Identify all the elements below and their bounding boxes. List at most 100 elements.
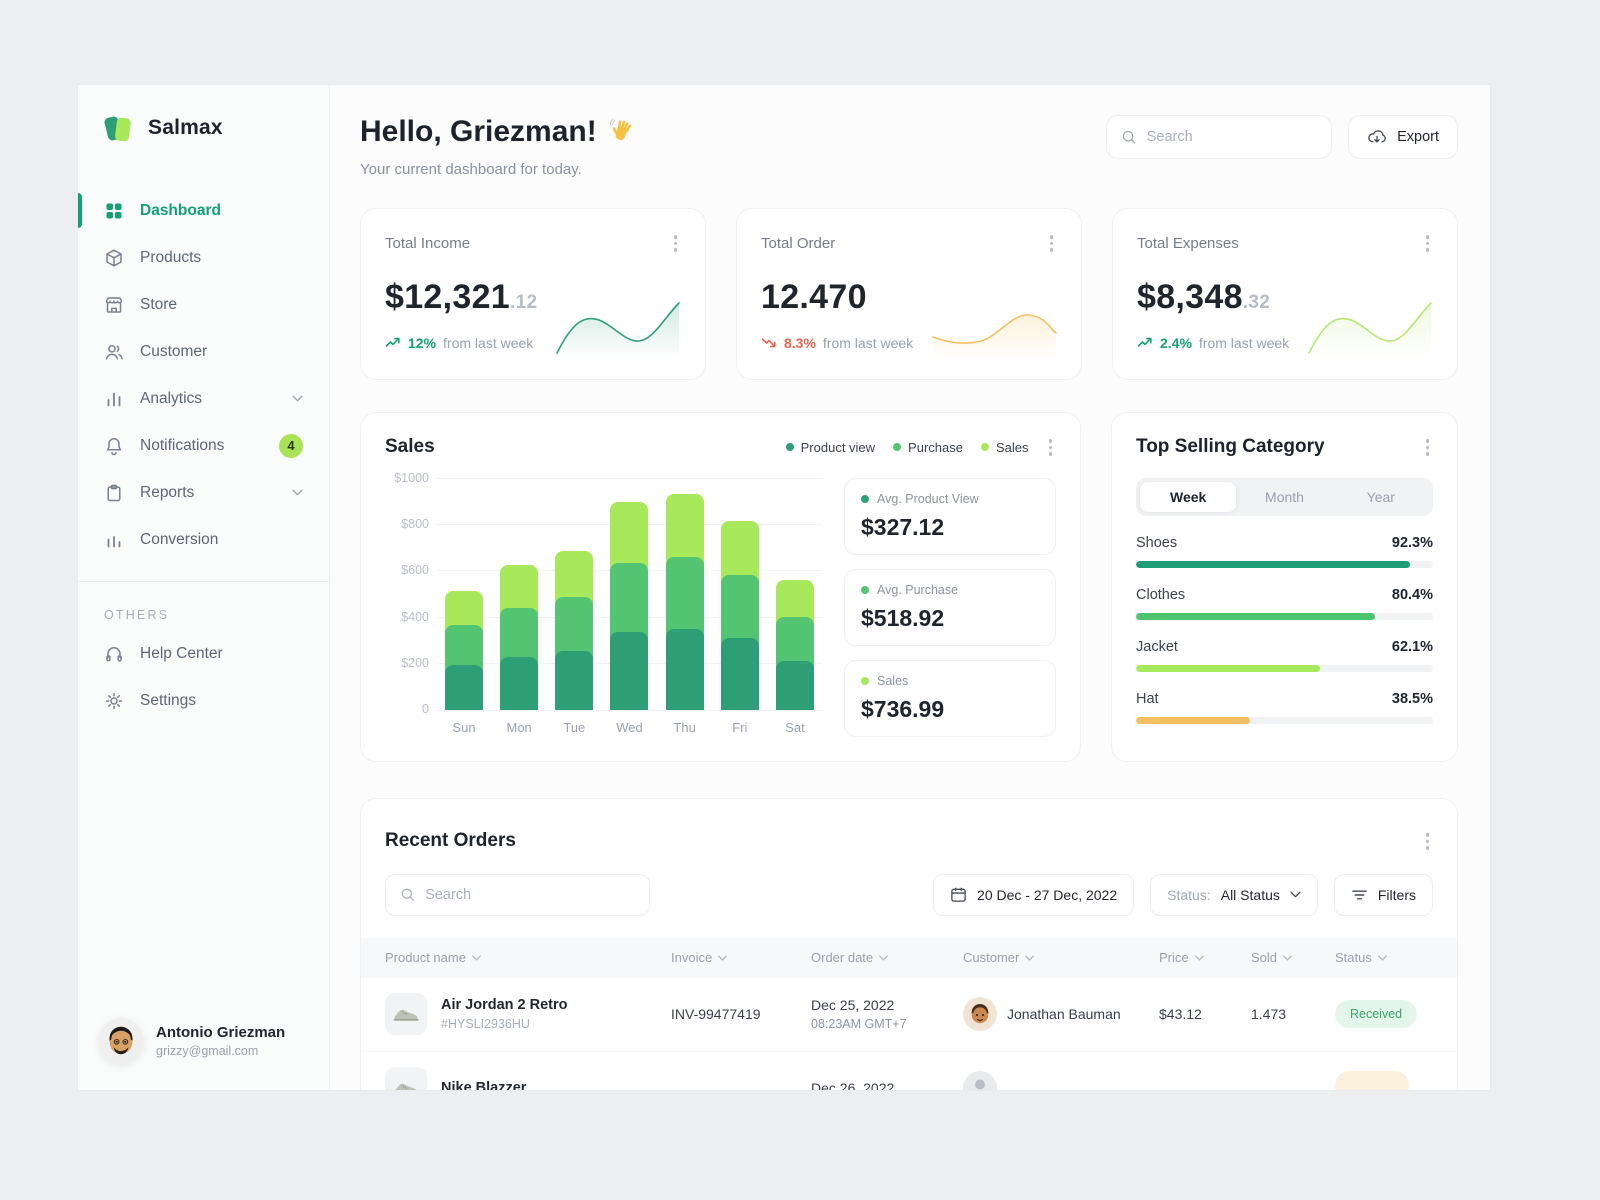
brand-logo: Salmax	[78, 85, 329, 175]
date-range-picker[interactable]: 20 Dec - 27 Dec, 2022	[933, 873, 1135, 916]
legend-dot	[980, 443, 989, 452]
sales-stat-label: Avg. Product View	[861, 492, 1039, 506]
chevron-down-icon	[292, 489, 303, 496]
page-subtitle: Your current dashboard for today.	[360, 161, 582, 178]
progress-fill	[1136, 664, 1321, 672]
bar-segment-product-view	[775, 660, 814, 710]
sales-stat-value: $736.99	[861, 695, 945, 722]
column-header-price[interactable]: Price	[1159, 950, 1251, 965]
table-row[interactable]: Nike Blazzer Dec 26, 2022	[361, 1052, 1457, 1090]
orders-search-input[interactable]	[425, 886, 635, 903]
stat-card-trend: 2.4% from last week	[1137, 335, 1433, 351]
notification-badge: 4	[279, 433, 303, 458]
sidebar-item-label: Help Center	[140, 644, 223, 662]
column-header-sold[interactable]: Sold	[1251, 950, 1335, 965]
user-profile[interactable]: Antonio Griezman grizzy@gmail.com	[78, 996, 329, 1090]
chart-legend: Product view Purchase Sales	[785, 440, 1029, 455]
search-input[interactable]	[1146, 129, 1318, 145]
x-axis-labels: Sun Mon Tue Wed Thu Fri Sat	[437, 720, 822, 735]
sidebar-item-help-center[interactable]: Help Center	[98, 630, 309, 677]
sidebar-item-dashboard[interactable]: Dashboard	[78, 187, 309, 234]
person	[963, 1071, 997, 1090]
legend-dot	[785, 443, 794, 452]
gridline	[437, 477, 822, 479]
export-button[interactable]: Export	[1348, 115, 1458, 159]
trend-down-icon	[761, 338, 776, 348]
legend-dot	[893, 443, 902, 452]
trend-note: from last week	[443, 334, 534, 351]
stat-card-total-expenses: Total Expenses $8,348.32 2.4% from last wee…	[1112, 208, 1458, 380]
status-cell	[1335, 1071, 1433, 1090]
others-section-label: OTHERS	[104, 608, 170, 622]
sales-menu-button[interactable]	[1045, 435, 1057, 460]
column-header-order-date[interactable]: Order date	[811, 950, 963, 965]
tab-week[interactable]: Week	[1140, 481, 1237, 512]
progress-track	[1136, 716, 1433, 724]
top-selling-menu-button[interactable]	[1422, 435, 1434, 460]
y-tick-label: 0	[422, 702, 429, 717]
y-tick-label: $400	[401, 609, 429, 624]
sidebar-item-settings[interactable]: Settings	[98, 677, 309, 724]
column-header-invoice[interactable]: Invoice	[671, 950, 811, 965]
stat-card-total-order: Total Order 12.470 8.3% from last week	[736, 208, 1082, 380]
bar-segment-product-view	[500, 656, 539, 710]
stat-card-menu-button[interactable]	[670, 231, 682, 256]
y-tick-label: $1000	[394, 470, 429, 485]
bell-icon	[104, 435, 126, 457]
tab-year[interactable]: Year	[1366, 488, 1395, 505]
sidebar-item-label: Store	[140, 295, 178, 313]
brand-name: Salmax	[148, 116, 223, 139]
sidebar-item-conversion[interactable]: Conversion	[98, 516, 309, 563]
sidebar-item-label: Conversion	[140, 530, 219, 548]
bar-fri	[720, 478, 759, 710]
tab-month[interactable]: Month	[1265, 488, 1304, 505]
orders-search[interactable]	[385, 873, 650, 916]
table-row[interactable]: Air Jordan 2 Retro #HYSLI2936HU INV-994774…	[361, 978, 1457, 1052]
sidebar-item-reports[interactable]: Reports	[98, 469, 309, 516]
filters-button[interactable]: Filters	[1333, 873, 1433, 916]
bar-wed	[610, 478, 649, 710]
sidebar-item-customer[interactable]: Customer	[98, 328, 309, 375]
stat-card-title: Total Order	[761, 234, 836, 252]
sales-stat-label: Avg. Purchase	[861, 583, 1039, 597]
sort-chevron-icon	[1025, 954, 1035, 961]
sidebar-item-store[interactable]: Store	[98, 281, 309, 328]
category-label: Clothes	[1136, 586, 1186, 603]
sidebar-item-products[interactable]: Products	[98, 234, 309, 281]
column-header-status[interactable]: Status	[1335, 950, 1433, 965]
legend-product-view: Product view	[785, 440, 875, 455]
bar-segment-product-view	[445, 664, 483, 710]
bar-mon	[500, 478, 539, 710]
sales-stat-avg-purchase: Avg. Purchase $518.92	[844, 568, 1056, 646]
orders-menu-button[interactable]	[1422, 829, 1434, 854]
product-cell: Air Jordan 2 Retro #HYSLI2936HU	[385, 993, 671, 1035]
status-filter-dropdown[interactable]: Status: All Status	[1150, 873, 1318, 916]
user-email: grizzy@gmail.com	[156, 1044, 259, 1058]
trend-note: from last week	[822, 334, 914, 351]
sales-stat-value: $518.92	[861, 604, 945, 631]
sidebar-item-notifications[interactable]: Notifications 4	[98, 422, 309, 469]
global-search[interactable]	[1106, 115, 1333, 159]
bar-segment-product-view	[665, 628, 704, 710]
product-name: Nike Blazzer	[441, 1080, 527, 1090]
stat-card-trend: 12% from last week	[385, 335, 681, 351]
sidebar-divider	[78, 581, 329, 582]
stat-card-menu-button[interactable]	[1422, 231, 1434, 256]
sort-chevron-icon	[718, 954, 728, 961]
stacked-bar-chart: $1000 $800 $600 $400 $200 0 Sun Mon Tue Wed Thu Fr…	[385, 471, 822, 737]
chevron-down-icon	[292, 395, 303, 402]
bar-sun	[445, 478, 483, 710]
stat-card-menu-button[interactable]	[1046, 231, 1058, 256]
storefront-icon	[104, 294, 126, 316]
search-icon	[1122, 130, 1136, 144]
trend-up-icon	[385, 337, 400, 347]
column-header-customer[interactable]: Customer	[963, 950, 1159, 965]
category-label: Jacket	[1136, 638, 1178, 655]
sidebar-item-analytics[interactable]: Analytics	[98, 375, 309, 422]
progress-fill	[1136, 716, 1251, 724]
y-tick-label: $200	[401, 656, 429, 671]
x-tick-label: Thu	[673, 719, 696, 735]
column-header-product-name[interactable]: Product name	[385, 950, 671, 965]
stat-card-value-decimal: .32	[1242, 291, 1271, 313]
app-window: Salmax Dashboard Products Store Customer Ana…	[78, 85, 1490, 1090]
